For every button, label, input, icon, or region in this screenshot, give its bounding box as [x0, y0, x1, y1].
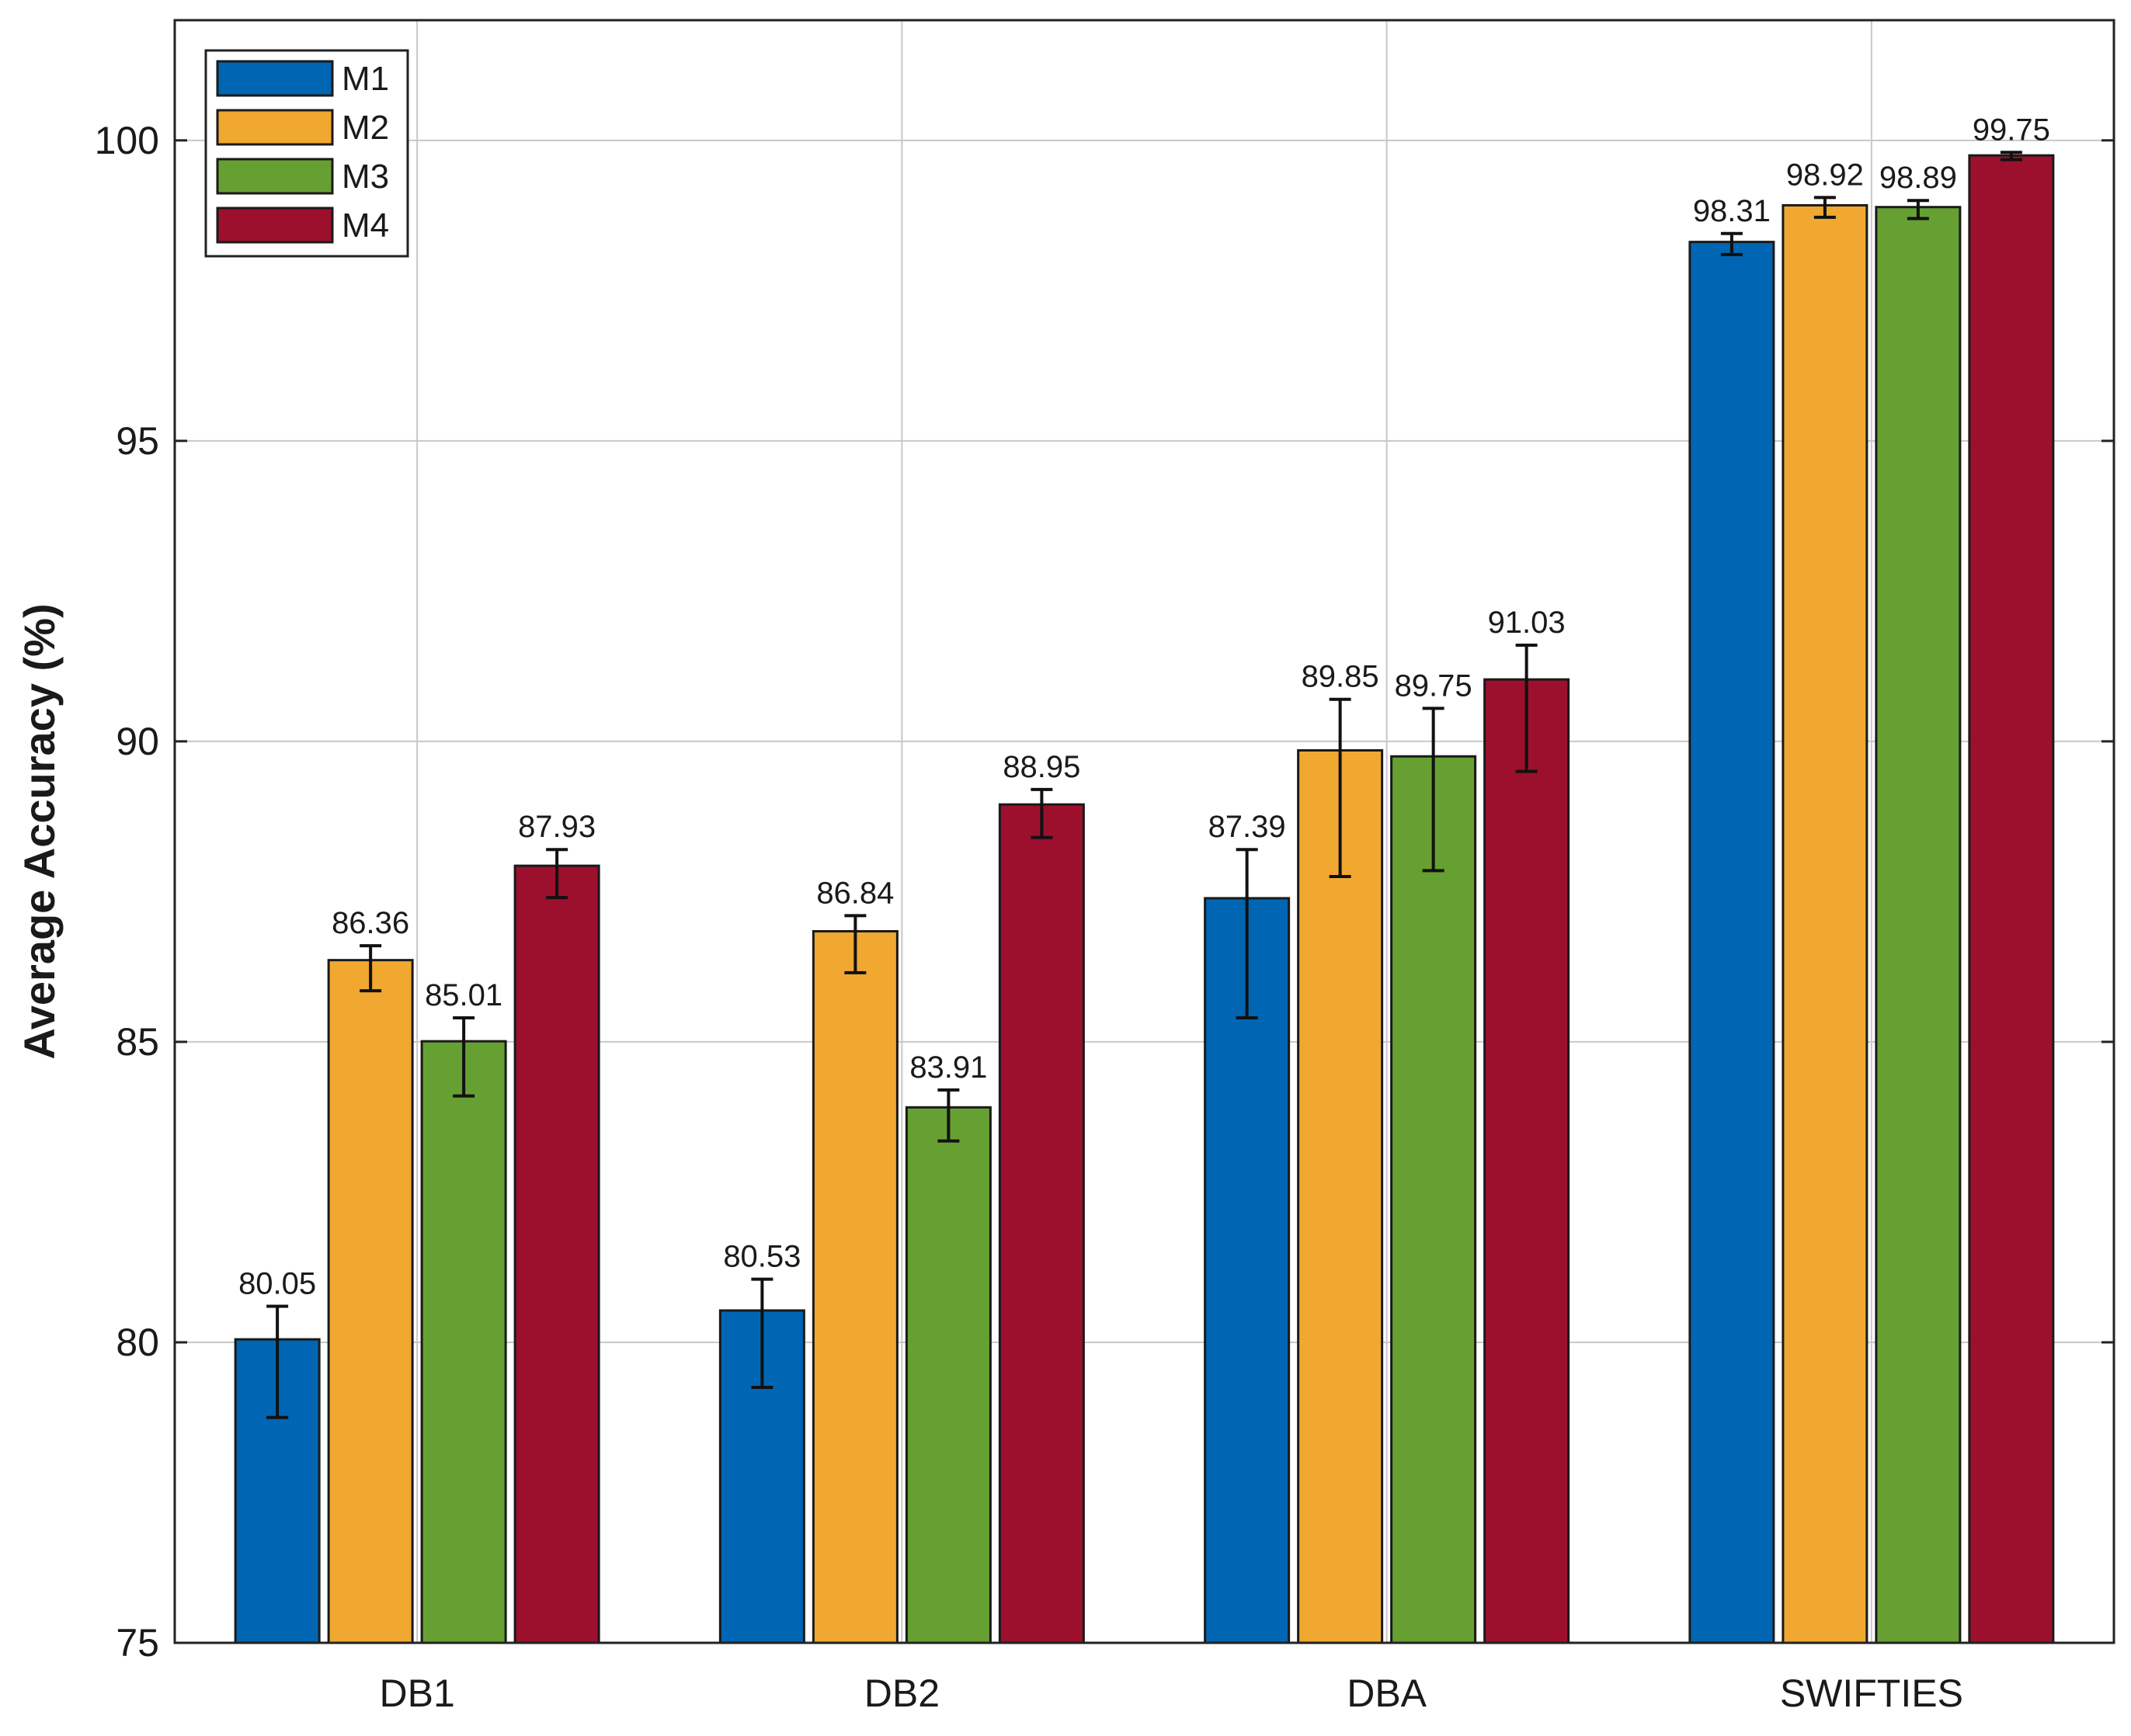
legend-label: M3	[342, 158, 389, 196]
data-label: 91.03	[1488, 606, 1566, 640]
y-tick-label: 90	[116, 720, 159, 763]
legend-swatch	[216, 60, 334, 97]
data-label: 99.75	[1973, 113, 2050, 147]
x-tick-label: SWIFTIES	[1780, 1672, 1963, 1715]
data-label: 86.36	[332, 906, 409, 940]
data-label: 85.01	[425, 978, 502, 1012]
bar	[1782, 203, 1869, 1644]
bar	[1968, 154, 2055, 1644]
data-label: 87.39	[1208, 810, 1286, 844]
data-label: 89.75	[1395, 668, 1472, 703]
y-tick-label: 85	[116, 1020, 159, 1064]
data-label: 86.84	[816, 876, 894, 910]
bar	[420, 1040, 507, 1644]
bar	[1390, 755, 1477, 1644]
data-label: 98.31	[1693, 194, 1771, 228]
y-tick-label: 95	[116, 419, 159, 463]
data-label-layer: 80.05 80.53 87.39 98.31 86.36 86.84 89.85 98.92…	[238, 113, 2050, 1300]
bar	[513, 864, 600, 1644]
x-tick-label: DB1	[379, 1672, 454, 1715]
data-label: 87.93	[518, 810, 596, 844]
legend-label: M2	[342, 109, 389, 147]
error-bar-layer	[266, 151, 2022, 1419]
y-tick-label: 75	[116, 1621, 159, 1665]
plot-border	[173, 19, 2115, 1644]
legend-swatch	[216, 109, 334, 146]
y-tick-label: 100	[95, 119, 159, 162]
data-label: 80.05	[238, 1267, 316, 1301]
data-label: 89.85	[1302, 660, 1379, 694]
y-axis-label: Average Accuracy (%)	[15, 603, 64, 1059]
y-tick-label: 80	[116, 1321, 159, 1364]
bar	[1483, 678, 1570, 1644]
bar	[1875, 206, 1962, 1644]
legend-swatch	[216, 158, 334, 195]
legend: M1 M2 M3 M4	[204, 49, 409, 258]
legend-label: M4	[342, 207, 389, 245]
data-label: 80.53	[723, 1240, 801, 1274]
x-tick-label: DBA	[1347, 1672, 1427, 1715]
bar	[905, 1106, 992, 1644]
bar	[998, 803, 1085, 1644]
bar-layer	[234, 154, 2055, 1644]
legend-label: M1	[342, 60, 389, 98]
axis-layer: 75 80 85 90 95 100 DB1 DB2 DBA SWIFTIES Average Ac…	[15, 19, 2115, 1715]
bar	[1688, 241, 1775, 1644]
legend-swatch	[216, 207, 334, 244]
data-label: 98.89	[1879, 161, 1957, 195]
bar	[327, 959, 414, 1644]
bar	[812, 929, 899, 1644]
data-label: 98.92	[1786, 158, 1864, 192]
x-tick-label: DB2	[864, 1672, 940, 1715]
data-label: 83.91	[909, 1050, 987, 1085]
data-label: 88.95	[1003, 750, 1080, 784]
bar	[1297, 749, 1384, 1644]
